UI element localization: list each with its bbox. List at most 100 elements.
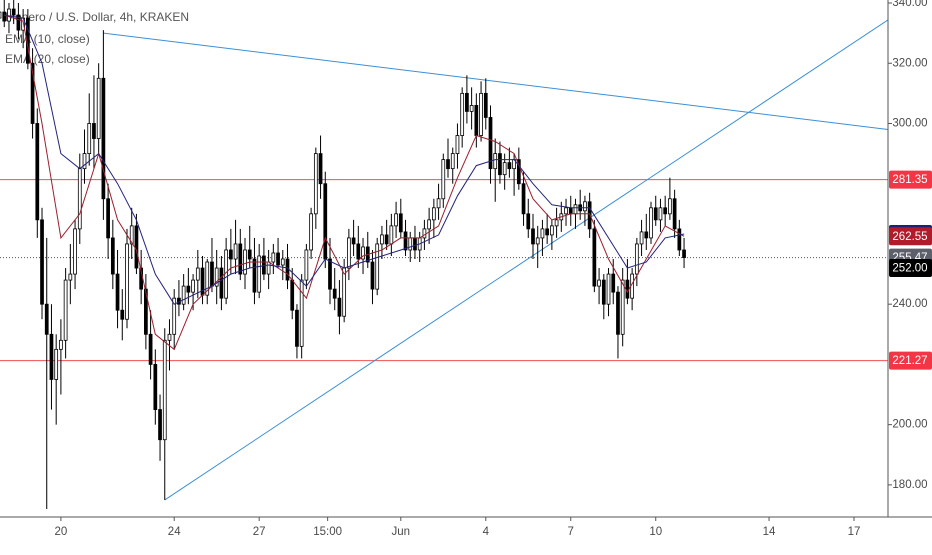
price-label: 281.35: [892, 174, 927, 186]
candle-body: [403, 231, 408, 251]
candle-body: [663, 207, 668, 215]
candle-body: [144, 288, 148, 335]
price-label-box: [889, 259, 932, 278]
candle-body: [205, 261, 210, 296]
ema-line: [4, 14, 685, 305]
candle-body: [431, 207, 436, 221]
candle-body: [115, 273, 120, 311]
candle-body: [186, 285, 191, 293]
candle-body: [568, 207, 573, 215]
candle-body: [427, 219, 431, 230]
candle-body: [502, 162, 507, 176]
candle-body: [162, 339, 167, 441]
candle-body: [214, 267, 219, 287]
x-tick-label: 27: [253, 526, 266, 538]
candle-body: [337, 297, 342, 317]
candle-body: [181, 285, 186, 305]
x-tick-label: 7: [568, 526, 574, 538]
candle-body: [422, 228, 427, 239]
ema-line: [4, 14, 685, 351]
candle-body: [243, 249, 247, 275]
candle-body: [195, 267, 200, 281]
trend-line: [103, 32, 888, 130]
candle-body: [677, 228, 682, 251]
candle-body: [54, 348, 59, 380]
y-tick-label: 180.00: [892, 479, 927, 491]
candle-body: [634, 243, 639, 275]
candle-body: [398, 213, 403, 233]
candle-body: [526, 213, 531, 230]
y-tick-label: 320.00: [892, 57, 927, 69]
candle-body: [620, 279, 625, 335]
candle-body: [587, 201, 592, 230]
candle-body: [682, 249, 686, 258]
candle-body: [262, 255, 266, 275]
candle-body: [573, 204, 578, 215]
candle-body: [361, 246, 365, 260]
candle-body: [413, 237, 417, 251]
price-label-box: [889, 170, 932, 189]
candle-body: [158, 409, 162, 441]
candle-body: [59, 339, 63, 350]
candle-body: [30, 62, 35, 124]
candle-body: [441, 159, 446, 200]
candle-body: [276, 252, 280, 266]
candle-body: [408, 237, 413, 251]
plot: [0, 0, 888, 509]
candle-body: [625, 279, 630, 299]
x-tick-label: 14: [763, 526, 776, 538]
candle-body: [134, 225, 139, 269]
candle-body: [0, 11, 2, 19]
candle-body: [436, 198, 441, 209]
candle-body: [44, 303, 49, 335]
candle-body: [446, 159, 450, 170]
candle-body: [465, 92, 469, 112]
y-tick-label: 200.00: [892, 419, 927, 431]
price-label: 262.55: [892, 231, 927, 243]
price-label-box: [889, 227, 932, 246]
candle-body: [649, 207, 653, 239]
candle-body: [351, 237, 356, 245]
x-tick-label: 10: [649, 526, 662, 538]
candle-body: [564, 207, 568, 215]
candle-body: [120, 309, 125, 320]
candle-body: [394, 213, 398, 227]
candle-body: [49, 333, 54, 380]
candle-body: [535, 237, 540, 245]
candle-body: [550, 225, 554, 236]
candle-body: [92, 123, 96, 139]
candle-body: [167, 333, 172, 341]
candle-body: [668, 198, 672, 215]
candle-body: [2, 11, 7, 22]
candle-body: [507, 162, 512, 170]
candle-body: [77, 168, 82, 230]
candle-body: [106, 198, 110, 239]
candle-body: [68, 273, 73, 281]
price-label-box: [889, 351, 932, 370]
candle-body: [271, 252, 276, 263]
x-tick-label: Jun: [392, 526, 411, 538]
legend-entry: EMA (10, close): [5, 32, 90, 46]
candle-body: [493, 153, 498, 170]
candle-body: [35, 123, 40, 221]
candle-body: [87, 123, 92, 154]
legend-entry: EMA (20, close): [5, 52, 90, 66]
candle-body: [63, 279, 68, 341]
candle-body: [653, 207, 658, 221]
candle-body: [606, 273, 611, 305]
candle-body: [153, 364, 158, 410]
y-tick-label: 340.00: [892, 0, 927, 9]
candle-body: [498, 153, 502, 176]
candle-body: [469, 105, 474, 112]
candle-body: [521, 183, 526, 215]
candle-body: [672, 198, 677, 230]
candle-body: [40, 219, 44, 305]
candle-body: [295, 309, 299, 347]
candle-body: [309, 213, 313, 251]
candle-body: [148, 333, 153, 365]
candle-body: [554, 219, 559, 227]
candle-body: [540, 228, 545, 239]
candle-body: [639, 231, 644, 245]
